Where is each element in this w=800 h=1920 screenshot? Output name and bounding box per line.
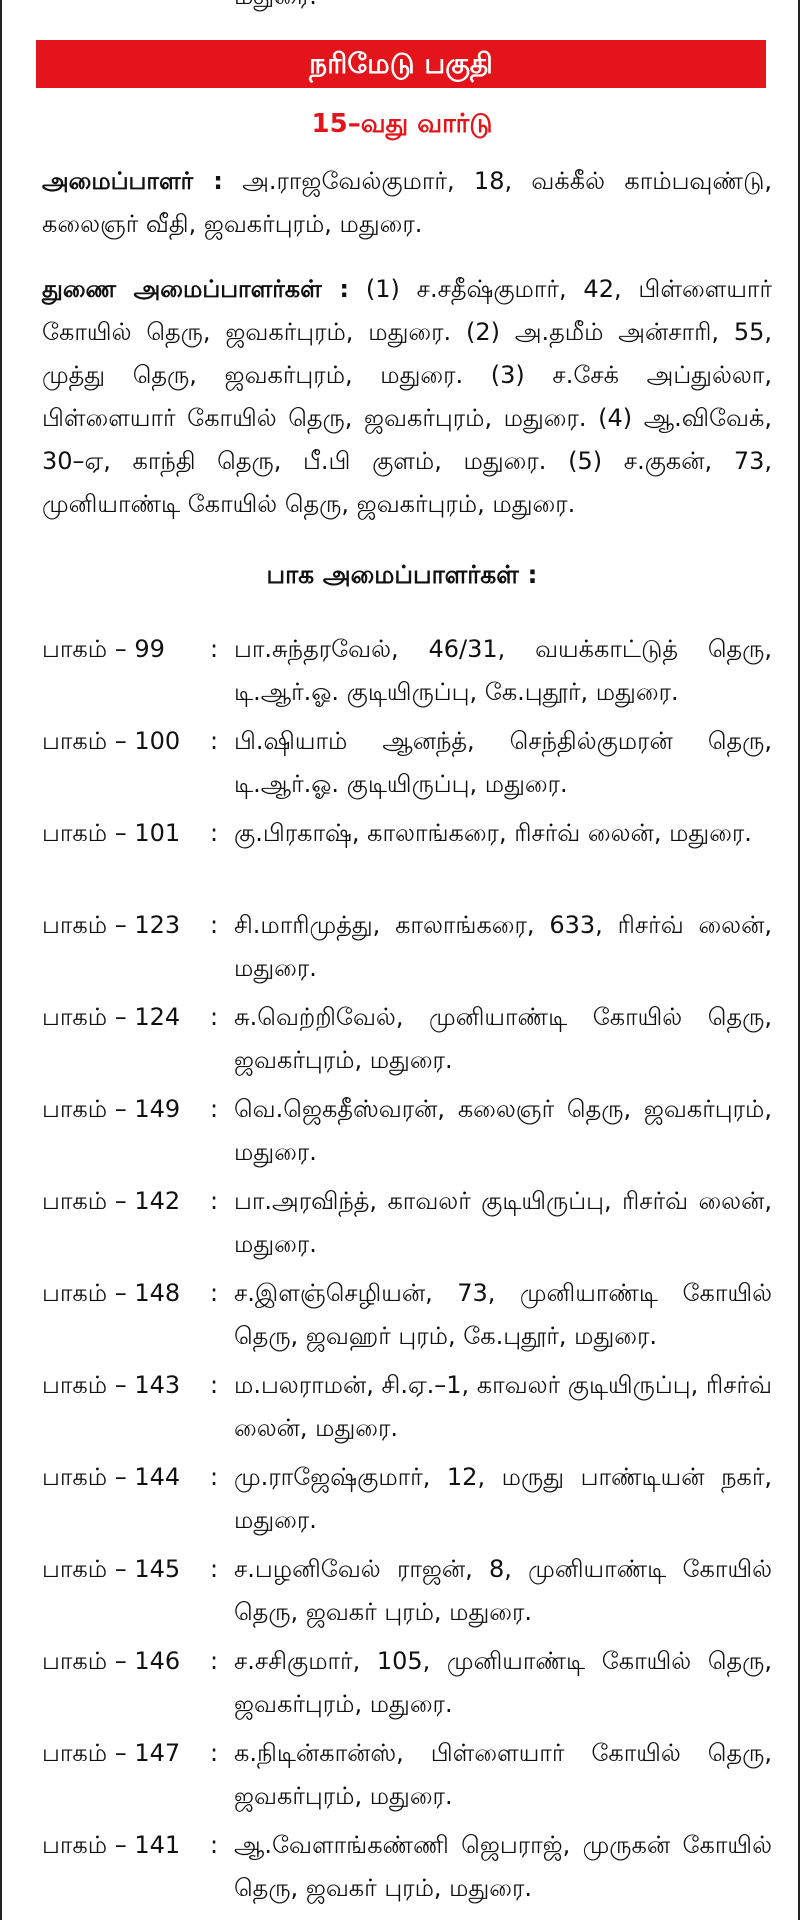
section-title: நரிமேடு பகுதி <box>36 40 766 88</box>
booth-number: பாகம் – 147 <box>42 1739 181 1767</box>
booth-entry: பாகம் – 146: ச.சசிகுமார், 105, முனியாண்டி… <box>42 1640 772 1728</box>
separator: : <box>210 1463 219 1491</box>
booth-entry: பாகம் – 144: மு.ராஜேஷ்குமார், 12, மருது ப… <box>42 1456 772 1544</box>
separator: : <box>210 1647 219 1675</box>
booth-organizer: ம.பலராமன், சி.ஏ.–1, காவலர் குடியிருப்பு,… <box>234 1371 772 1442</box>
booth-number: பாகம் – 144 <box>42 1463 181 1491</box>
booth-entry: பாகம் – 143: ம.பலராமன், சி.ஏ.–1, காவலர் க… <box>42 1364 772 1452</box>
booth-entry: பாகம் – 99: பா.சுந்தரவேல், 46/31, வயக்காட… <box>42 628 772 716</box>
booth-organizer: ஆ.வேளாங்கண்ணி ஜெபராஜ், முருகன் கோயில் தெ… <box>234 1831 772 1902</box>
booth-entry: பாகம் – 100: பி.ஷியாம் ஆனந்த், செந்தில்கு… <box>42 720 772 808</box>
booth-organizer: கு.பிரகாஷ், காலாங்கரை, ரிசர்வ் லைன், மது… <box>234 819 752 847</box>
booth-number: பாகம் – 124 <box>42 1003 181 1031</box>
booth-entry: பாகம் – 147: க.நிடின்கான்ஸ், பிள்ளையார் க… <box>42 1732 772 1820</box>
ward: 15–வது வார்டு <box>311 109 493 139</box>
separator: : <box>210 1095 219 1123</box>
booth-organizer: க.நிடின்கான்ஸ், பிள்ளையார் கோயில் தெரு, … <box>234 1739 772 1810</box>
booth-number: பாகம் – 142 <box>42 1187 181 1215</box>
separator: : <box>210 1831 219 1859</box>
booth-number: பாகம் – 101 <box>42 819 181 847</box>
booth-organizer: மு.ராஜேஷ்குமார், 12, மருது பாண்டியன் நகர… <box>234 1463 772 1534</box>
booth-entry: பாகம் – 149: வெ.ஜெகதீஸ்வரன், கலைஞர் தெரு,… <box>42 1088 772 1176</box>
booth-entry: பாகம் – 142: பா.அரவிந்த், காவலர் குடியிரு… <box>42 1180 772 1268</box>
booth-number: பாகம் – 148 <box>42 1279 181 1307</box>
booth-number: பாகம் – 100 <box>42 727 181 755</box>
booth-entry: பாகம் – 123: சி.மாரிமுத்து, காலாங்கரை, 63… <box>42 904 772 992</box>
deputy-label: துணை அமைப்பாளர்கள் : <box>42 275 349 303</box>
booth-organizer: வெ.ஜெகதீஸ்வரன், கலைஞர் தெரு, ஜவகர்புரம்,… <box>234 1095 772 1166</box>
booth-number: பாகம் – 123 <box>42 911 181 939</box>
booth-number: பாகம் – 143 <box>42 1371 181 1399</box>
booth-number: பாகம் – 141 <box>42 1831 181 1859</box>
booth-entry: பாகம் – 101: கு.பிரகாஷ், காலாங்கரை, ரிசர்… <box>42 812 772 900</box>
booth-number: பாகம் – 149 <box>42 1095 181 1123</box>
deputy: துணை அமைப்பாளர்கள் : (1) ச.சதீஷ்குமார், … <box>42 268 772 526</box>
booth-organizer: ச.இளஞ்செழியன், 73, முனியாண்டி கோயில் தெர… <box>234 1279 772 1350</box>
separator: : <box>210 727 219 755</box>
separator: : <box>210 1279 219 1307</box>
booth-number: பாகம் – 145 <box>42 1555 181 1583</box>
booth-organizer: ச.பழனிவேல் ராஜன், 8, முனியாண்டி கோயில் த… <box>234 1555 772 1626</box>
booth-organizer: சு.வெற்றிவேல், முனியாண்டி கோயில் தெரு, ஜ… <box>234 1003 772 1074</box>
separator: : <box>210 1739 219 1767</box>
separator: : <box>210 1555 219 1583</box>
top-fragment: மதுரை. <box>234 0 317 13</box>
booth-number: பாகம் – 99 <box>42 635 165 663</box>
convener-text: அ.ராஜவேல்குமார், 18, வக்கீல் காம்பவுண்டு… <box>42 167 772 238</box>
separator: : <box>210 635 219 663</box>
deputy-text: (1) ச.சதீஷ்குமார், 42, பிள்ளையார் கோயில்… <box>42 275 773 518</box>
booth-number: பாகம் – 146 <box>42 1647 181 1675</box>
booth-organizer: ச.சசிகுமார், 105, முனியாண்டி கோயில் தெரு… <box>234 1647 772 1718</box>
separator: : <box>210 1003 219 1031</box>
booth-organizer: பா.சுந்தரவேல், 46/31, வயக்காட்டுத் தெரு,… <box>234 635 772 706</box>
separator: : <box>210 1187 219 1215</box>
booth-entry: பாகம் – 145: ச.பழனிவேல் ராஜன், 8, முனியாண… <box>42 1548 772 1636</box>
separator: : <box>210 1371 219 1399</box>
separator: : <box>210 911 219 939</box>
booth-organizer: பா.அரவிந்த், காவலர் குடியிருப்பு, ரிசர்வ… <box>234 1187 772 1258</box>
booth-entry: பாகம் – 141: ஆ.வேளாங்கண்ணி ஜெபராஜ், முருக… <box>42 1824 772 1912</box>
booth-entry: பாகம் – 124: சு.வெற்றிவேல், முனியாண்டி கோ… <box>42 996 772 1084</box>
convener: அமைப்பாளர் : அ.ராஜவேல்குமார், 18, வக்கீல… <box>42 160 772 246</box>
booth-heading: பாக அமைப்பாளர்கள் : <box>266 560 538 589</box>
booth-entry: பாகம் – 148: ச.இளஞ்செழியன், 73, முனியாண்ட… <box>42 1272 772 1360</box>
booth-organizer: பி.ஷியாம் ஆனந்த், செந்தில்குமரன் தெரு, ட… <box>234 727 772 798</box>
convener-label: அமைப்பாளர் : <box>42 167 223 195</box>
separator: : <box>210 819 219 847</box>
booth-organizer: சி.மாரிமுத்து, காலாங்கரை, 633, ரிசர்வ் ல… <box>234 911 772 982</box>
